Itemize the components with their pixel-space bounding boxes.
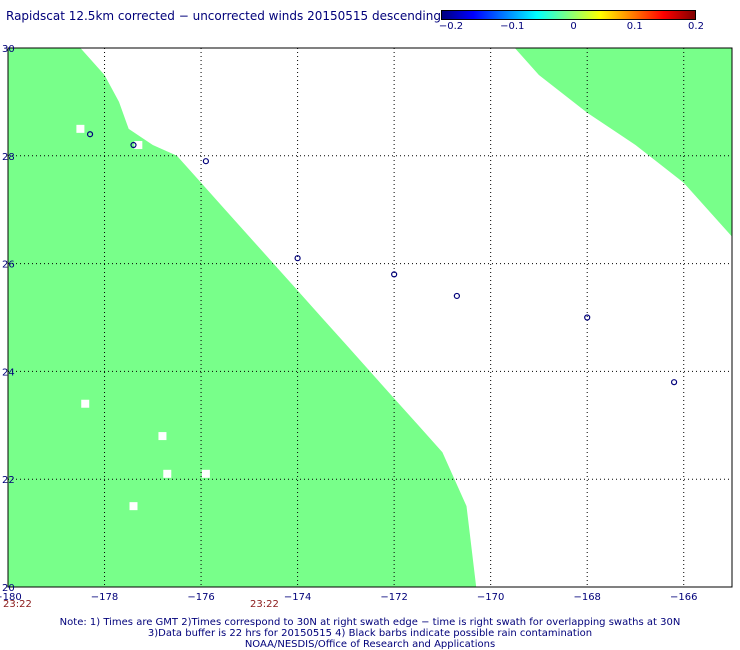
data-gap <box>201 469 210 478</box>
lon-tick-label: −170 <box>477 592 504 603</box>
data-gap <box>158 432 167 441</box>
data-gap <box>134 141 143 150</box>
lon-tick-label: −166 <box>670 592 697 603</box>
data-gap <box>76 124 85 133</box>
right-swath <box>514 48 732 237</box>
island-outline <box>584 314 591 321</box>
lon-tick-label: −176 <box>187 592 214 603</box>
left-swath <box>8 48 477 587</box>
lon-tick-label: −178 <box>91 592 118 603</box>
colorbar-tick-label: −0.1 <box>500 21 525 32</box>
island-outline <box>391 271 398 278</box>
island-outline <box>294 255 301 262</box>
map-frame <box>7 47 733 588</box>
colorbar-tick-label: 0.2 <box>688 21 704 32</box>
lat-tick-label: 30 <box>2 44 15 55</box>
island-outline <box>130 141 137 149</box>
island-outline <box>202 158 209 165</box>
lat-tick-label: 24 <box>2 367 15 378</box>
colorbar-tick-label: −0.2 <box>438 21 464 32</box>
lon-tick-label: −168 <box>573 592 600 603</box>
note-line-1: Note: 1) Times are GMT 2)Times correspon… <box>59 617 681 628</box>
lon-tick-label: −180 <box>0 592 22 603</box>
island-outline <box>453 292 460 300</box>
lon-tick-label: −172 <box>380 592 407 603</box>
note-line-3: NOAA/NESDIS/Office of Research and Appli… <box>244 639 496 650</box>
colorbar-tick-label: 0 <box>570 21 577 32</box>
data-gap <box>81 399 90 408</box>
map-title: Rapidscat 12.5km corrected − uncorrected… <box>6 9 441 23</box>
data-gap <box>129 502 138 511</box>
lat-tick-label: 20 <box>2 583 15 594</box>
data-gap <box>163 469 172 478</box>
island-outline <box>86 131 94 138</box>
lat-tick-label: 28 <box>2 152 15 163</box>
colorbar-tick-label: 0.1 <box>626 21 643 32</box>
time-label-left: 23:22 <box>3 599 32 610</box>
time-label-mid: 23:22 <box>250 599 279 610</box>
island-outline <box>670 379 678 386</box>
colorbar <box>441 10 696 20</box>
note-line-2: 3)Data buffer is 22 hrs for 20150515 4) … <box>147 628 593 639</box>
lat-tick-label: 26 <box>2 260 15 271</box>
lon-tick-label: −174 <box>284 592 311 603</box>
lat-tick-label: 22 <box>2 475 15 486</box>
